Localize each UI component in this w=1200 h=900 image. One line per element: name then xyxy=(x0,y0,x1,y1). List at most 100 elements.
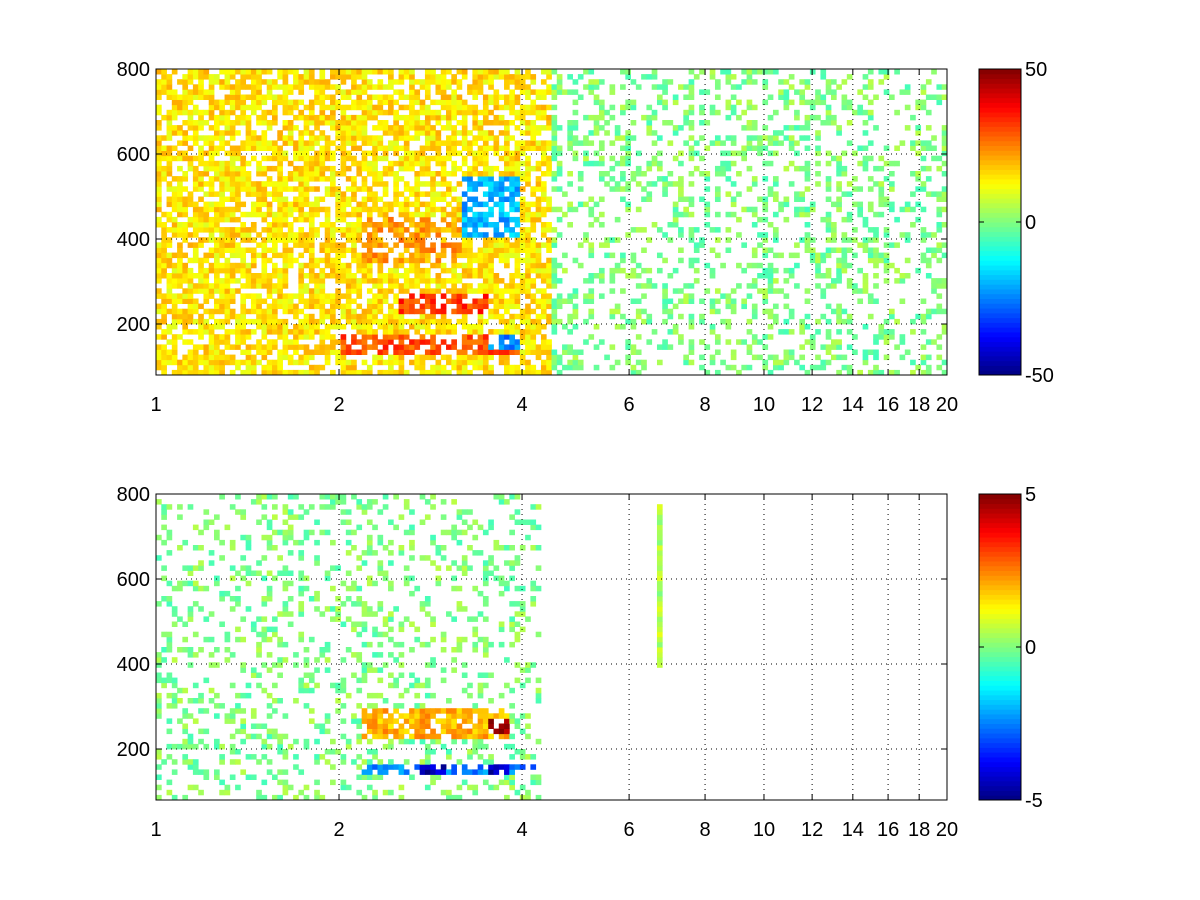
heatmap-cell xyxy=(240,145,247,151)
heatmap-cell xyxy=(435,278,442,284)
heatmap-cell xyxy=(377,196,384,202)
heatmap-cell xyxy=(472,196,479,202)
heatmap-cell xyxy=(308,252,315,259)
heatmap-cell xyxy=(625,232,631,238)
heatmap-cell xyxy=(751,334,758,340)
heatmap-cell xyxy=(762,273,769,279)
heatmap-cell xyxy=(424,278,431,284)
heatmap-cell xyxy=(314,364,320,371)
heatmap-cell xyxy=(509,313,515,320)
heatmap-cell xyxy=(208,652,215,658)
heatmap-cell xyxy=(525,227,531,233)
heatmap-cell xyxy=(287,293,294,299)
heatmap-cell xyxy=(156,247,162,253)
heatmap-cell xyxy=(208,313,215,320)
heatmap-cell xyxy=(335,171,341,177)
heatmap-cell xyxy=(562,267,568,274)
heatmap-cell xyxy=(888,160,895,167)
heatmap-cell xyxy=(788,252,795,259)
heatmap-cell xyxy=(430,278,436,284)
heatmap-cell xyxy=(219,539,225,546)
heatmap-cell xyxy=(730,364,737,371)
heatmap-cell xyxy=(256,499,262,505)
heatmap-cell xyxy=(546,140,552,146)
heatmap-cell xyxy=(171,206,178,213)
heatmap-cell xyxy=(208,252,215,259)
heatmap-cell xyxy=(224,283,231,289)
y-tick-label: 600 xyxy=(117,144,150,166)
heatmap-cell xyxy=(235,242,241,248)
heatmap-cell xyxy=(451,94,457,100)
heatmap-cell xyxy=(277,69,283,75)
heatmap-cell xyxy=(820,364,827,371)
heatmap-cell xyxy=(751,262,758,269)
heatmap-cell xyxy=(730,84,737,90)
heatmap-cell xyxy=(593,130,600,136)
heatmap-cell xyxy=(208,160,215,167)
heatmap-cell xyxy=(208,206,215,213)
heatmap-cell xyxy=(525,324,531,330)
heatmap-cell xyxy=(277,135,283,141)
heatmap-cell xyxy=(240,318,247,325)
heatmap-cell xyxy=(757,135,763,141)
heatmap-cell xyxy=(525,262,531,269)
heatmap-cell xyxy=(298,84,305,90)
heatmap-cell xyxy=(730,308,737,315)
heatmap-cell xyxy=(187,369,194,376)
heatmap-cell xyxy=(245,84,252,90)
heatmap-cell xyxy=(862,359,869,366)
heatmap-cell xyxy=(403,257,410,264)
heatmap-cell xyxy=(166,155,173,162)
heatmap-cell xyxy=(841,94,848,100)
heatmap-cell xyxy=(235,759,241,765)
heatmap-cell xyxy=(873,252,879,259)
heatmap-cell xyxy=(335,130,341,136)
heatmap-cell xyxy=(235,494,241,500)
heatmap-cell xyxy=(361,125,368,131)
heatmap-cell xyxy=(340,145,347,151)
heatmap-cell xyxy=(235,186,241,192)
heatmap-cell xyxy=(598,171,605,177)
heatmap-cell xyxy=(504,94,510,100)
heatmap-cell xyxy=(530,318,537,325)
heatmap-cell xyxy=(182,329,189,335)
heatmap-cell xyxy=(910,206,916,213)
heatmap-cell xyxy=(925,273,932,279)
heatmap-cell xyxy=(430,349,436,355)
heatmap-cell xyxy=(446,140,452,146)
heatmap-cell xyxy=(498,349,505,355)
heatmap-cell xyxy=(335,288,341,294)
heatmap-cell xyxy=(166,647,173,653)
heatmap-cell xyxy=(625,344,631,350)
heatmap-cell xyxy=(419,181,426,187)
heatmap-cell xyxy=(335,125,341,131)
heatmap-cell xyxy=(377,278,384,284)
heatmap-cell xyxy=(535,247,542,253)
heatmap-cell xyxy=(398,339,405,345)
heatmap-cell xyxy=(308,130,315,136)
heatmap-cell xyxy=(461,191,468,197)
heatmap-cell xyxy=(456,79,463,85)
heatmap-cell xyxy=(551,145,558,151)
heatmap-cell xyxy=(393,89,399,95)
heatmap-cell xyxy=(203,165,210,172)
heatmap-cell xyxy=(825,222,832,228)
heatmap-cell xyxy=(530,216,537,223)
heatmap-cell xyxy=(335,89,341,95)
heatmap-cell xyxy=(187,283,194,289)
heatmap-cell xyxy=(161,318,167,325)
heatmap-cell xyxy=(324,120,331,126)
heatmap-cell xyxy=(498,298,505,304)
heatmap-cell xyxy=(504,222,510,228)
heatmap-cell xyxy=(403,150,410,157)
heatmap-cell xyxy=(192,784,199,791)
heatmap-cell xyxy=(804,125,811,131)
heatmap-cell xyxy=(530,344,537,350)
heatmap-cell xyxy=(171,682,178,689)
heatmap-cell xyxy=(388,273,394,279)
heatmap-cell xyxy=(192,764,199,770)
heatmap-cell xyxy=(214,120,220,126)
heatmap-cell xyxy=(799,165,806,172)
heatmap-cell xyxy=(540,334,547,340)
